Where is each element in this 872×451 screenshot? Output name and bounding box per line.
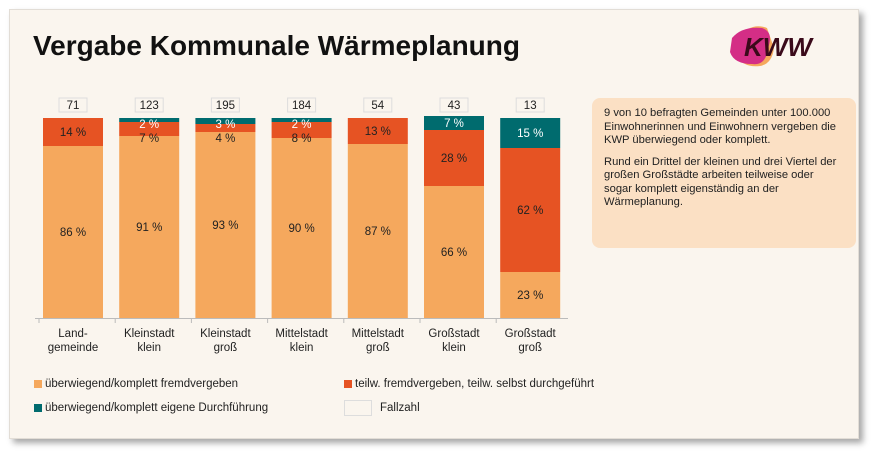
bar-teilw [347,118,408,144]
bar-fremd [43,146,103,318]
x-tick-label: klein [290,342,314,354]
legend-label: teilw. fremdvergeben, teilw. selbst durc… [355,378,595,390]
data-label: 4 % [215,133,235,145]
legend-eigen: überwiegend/komplett eigene Durchführung [34,402,268,414]
data-label: 23 % [517,290,543,302]
x-tick-label: groß [518,342,542,354]
fallzahl-label: 123 [140,100,159,112]
legend-fremd: überwiegend/komplett fremdvergeben [34,378,238,390]
data-label: 2 % [139,119,159,131]
info-text-1: 9 von 10 befragten Gemeinden unter 100.0… [604,107,836,146]
info-box: 9 von 10 befragten Gemeinden unter 100.0… [592,98,856,248]
x-tick-label: gemeinde [48,342,99,354]
bar-eigen [424,116,484,130]
data-label: 86 % [60,227,86,239]
data-label: 2 % [292,119,312,131]
fallzahl-box [134,97,164,113]
bar-eigen [195,118,256,124]
x-tick-label: Mittelstadt [275,328,328,340]
data-label: 62 % [517,205,543,217]
bar-eigen [119,118,180,122]
bar-teilw [500,148,561,272]
fallzahl-box [363,97,393,113]
bar-teilw [195,124,256,132]
fallzahl-box [439,97,469,113]
legend-fallzahl: Fallzahl [344,400,420,416]
x-tick-label: Großstadt [428,328,480,340]
data-label: 8 % [292,133,312,145]
fallzahl-label: 54 [371,100,384,112]
svg-text:KWW: KWW [744,32,814,62]
legend-label: Fallzahl [380,402,420,414]
data-label: 91 % [136,222,162,234]
bar-teilw [271,122,332,138]
data-label: 87 % [365,226,391,238]
x-tick-label: Großstadt [505,328,557,340]
data-label: 7 % [139,133,159,145]
x-tick-label: Kleinstadt [200,328,251,340]
x-tick-label: groß [366,342,390,354]
data-label: 14 % [60,127,86,139]
data-label: 13 % [365,126,391,138]
page-title: Vergabe Kommunale Wärmeplanung [33,30,520,61]
data-label: 3 % [215,119,235,131]
data-label: 28 % [441,153,467,165]
bar-teilw [424,130,484,186]
bar-fremd [119,136,180,318]
x-tick-label: klein [442,342,466,354]
bar-eigen [271,118,332,122]
bar-eigen [500,118,561,148]
fallzahl-label: 71 [67,100,80,112]
stacked-bar-chart: 86 % 14 % 71 Land-gemeinde 91 % 7 % 2 % 123 Klei… [35,97,568,354]
legend-label: überwiegend/komplett eigene Durchführung [45,402,269,414]
kww-logo: KWW [730,26,814,67]
x-tick-label: Land- [58,328,88,340]
legend-label: überwiegend/komplett fremdvergeben [45,378,239,390]
bar-fremd [347,144,408,318]
bar-teilw [43,118,103,146]
data-label: 66 % [441,247,467,259]
x-tick-label: groß [214,342,238,354]
bar-fremd [424,186,484,318]
info-text-2: Rund ein Drittel der kleinen und drei Vi… [604,155,837,209]
x-tick-label: Mittelstadt [352,328,405,340]
fallzahl-box [515,97,545,113]
data-label: 90 % [288,223,314,235]
fallzahl-box [210,97,240,113]
bar-teilw [119,122,180,136]
data-label: 15 % [517,128,543,140]
fallzahl-label: 13 [524,100,537,112]
data-label: 7 % [444,118,464,130]
fallzahl-box [287,97,317,113]
fallzahl-box [58,97,88,113]
x-tick-label: Kleinstadt [124,328,175,340]
bar-fremd [271,138,332,318]
bar-fremd [195,132,256,318]
x-tick-label: klein [137,342,161,354]
fallzahl-label: 43 [448,100,461,112]
bar-fremd [500,272,561,318]
fallzahl-label: 195 [216,100,235,112]
data-label: 93 % [212,220,238,232]
fallzahl-label: 184 [292,100,312,112]
legend-teilw: teilw. fremdvergeben, teilw. selbst durc… [344,378,594,390]
